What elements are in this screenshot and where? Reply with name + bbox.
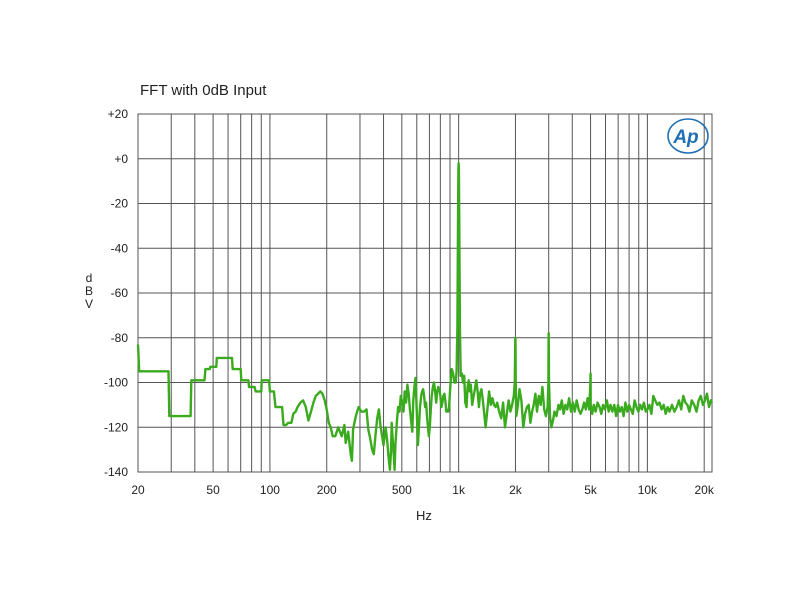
- x-tick-label: 5k: [584, 483, 598, 497]
- x-tick-label: 20k: [695, 483, 715, 497]
- y-tick-label: -60: [111, 286, 129, 300]
- y-axis-ticks: +20 +0 -20 -40 -60 -80 -100 -120 -140: [104, 107, 128, 479]
- y-tick-label: -140: [104, 465, 128, 479]
- x-tick-label: 1k: [452, 483, 466, 497]
- y-tick-label: -80: [111, 331, 129, 345]
- series-layer: [136, 162, 714, 471]
- x-axis-label: Hz: [416, 508, 432, 523]
- y-tick-label: -40: [111, 241, 129, 255]
- y-tick-label: +0: [114, 152, 128, 166]
- y-axis-label-char: V: [85, 297, 93, 311]
- y-tick-label: +20: [108, 107, 129, 121]
- x-tick-label: 10k: [638, 483, 658, 497]
- x-tick-label: 2k: [509, 483, 523, 497]
- x-tick-label: 50: [206, 483, 220, 497]
- y-axis-label-char: B: [85, 284, 93, 298]
- ap-logo-text: Ap: [672, 127, 698, 148]
- grid: [137, 113, 712, 473]
- x-axis-ticks: 20 50 100 200 500 1k 2k 5k 10k 20k: [131, 483, 715, 497]
- x-tick-label: 20: [131, 483, 145, 497]
- x-tick-label: 500: [392, 483, 412, 497]
- ap-logo-ring: [667, 118, 709, 154]
- y-axis-label-char: d: [86, 271, 93, 285]
- chart-title: FFT with 0dB Input: [140, 82, 267, 99]
- y-tick-label: -120: [104, 420, 128, 434]
- y-tick-label: -20: [111, 197, 129, 211]
- x-tick-label: 200: [317, 483, 337, 497]
- ap-logo: Ap: [667, 118, 709, 154]
- y-tick-label: -100: [104, 376, 128, 390]
- y-axis-label: dBV: [85, 271, 93, 311]
- x-tick-label: 100: [260, 483, 280, 497]
- series-line: [136, 162, 714, 471]
